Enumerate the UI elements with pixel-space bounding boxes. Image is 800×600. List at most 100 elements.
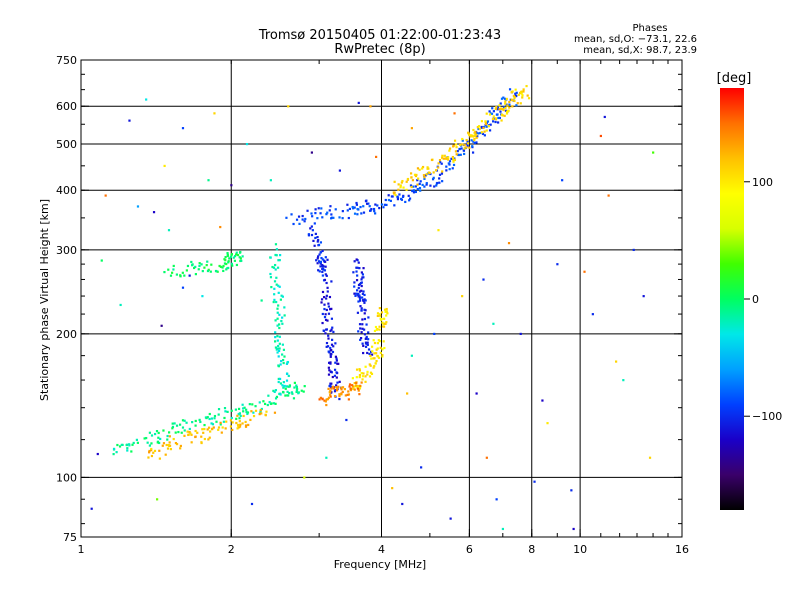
data-point <box>235 251 238 254</box>
data-point <box>336 386 339 390</box>
data-point <box>260 407 263 411</box>
data-point <box>364 375 367 378</box>
data-point <box>438 181 441 184</box>
data-point <box>330 343 334 346</box>
data-point <box>167 229 171 232</box>
data-point <box>277 284 280 287</box>
data-point <box>399 184 402 187</box>
data-point <box>355 270 358 273</box>
data-point <box>179 444 182 448</box>
data-point <box>316 262 319 265</box>
data-point <box>425 183 428 186</box>
data-point <box>235 263 239 267</box>
data-point <box>219 265 223 268</box>
data-point <box>313 244 316 247</box>
data-points <box>90 84 655 531</box>
data-point <box>441 170 444 173</box>
data-point <box>226 252 229 255</box>
colorbar-tick-label: 0 <box>752 293 759 306</box>
data-point <box>423 177 426 180</box>
colorbar-tick-label: 100 <box>752 176 773 189</box>
data-point <box>169 448 173 451</box>
data-point <box>118 445 122 448</box>
data-point <box>414 185 417 188</box>
data-point <box>157 436 160 439</box>
data-point <box>515 94 518 97</box>
data-point <box>515 104 518 107</box>
data-point <box>591 313 594 316</box>
data-point <box>286 360 290 364</box>
data-point <box>373 357 376 360</box>
data-point <box>359 305 362 308</box>
data-point <box>416 187 419 191</box>
data-point <box>401 179 404 183</box>
data-point <box>445 157 448 160</box>
data-point <box>500 119 503 122</box>
data-point <box>269 402 273 405</box>
data-point <box>300 389 303 392</box>
data-point <box>335 357 338 360</box>
data-point <box>387 194 390 197</box>
data-point <box>246 411 250 414</box>
data-point <box>498 108 501 111</box>
data-point <box>163 270 166 274</box>
data-point <box>433 332 436 336</box>
data-point <box>445 169 448 172</box>
data-point <box>353 292 356 295</box>
data-point <box>230 262 233 265</box>
data-point <box>463 147 466 150</box>
data-point <box>365 323 368 326</box>
data-point <box>190 433 193 436</box>
data-point <box>440 172 444 175</box>
data-point <box>326 258 329 261</box>
data-point <box>280 360 283 363</box>
data-point <box>512 94 515 98</box>
data-point <box>497 116 500 120</box>
data-point <box>218 264 221 268</box>
data-point <box>321 249 324 253</box>
data-point <box>463 144 466 147</box>
data-point <box>369 364 372 367</box>
data-point <box>281 343 284 346</box>
data-point <box>378 328 381 331</box>
data-point <box>150 442 153 445</box>
data-point <box>451 155 454 159</box>
data-point <box>235 421 238 425</box>
data-point <box>484 120 487 123</box>
data-point <box>321 258 324 261</box>
data-point <box>375 328 378 331</box>
data-point <box>298 222 301 225</box>
data-point <box>242 407 245 410</box>
data-point <box>317 255 320 258</box>
data-point <box>499 102 502 105</box>
data-point <box>349 387 352 390</box>
data-point <box>438 158 442 162</box>
data-point <box>358 296 361 299</box>
data-point <box>492 120 495 123</box>
data-point <box>358 387 362 390</box>
data-point <box>417 177 420 180</box>
data-point <box>179 447 182 450</box>
data-point <box>508 103 511 106</box>
data-point <box>329 390 332 393</box>
stats-header: Phases <box>632 23 667 34</box>
data-point <box>263 402 267 406</box>
data-point <box>511 105 514 108</box>
data-point <box>157 431 160 435</box>
data-point <box>561 179 564 182</box>
data-point <box>130 450 133 453</box>
data-point <box>291 392 294 395</box>
data-point <box>175 273 178 276</box>
colorbar-label: [deg] <box>717 71 752 86</box>
data-point <box>281 316 284 319</box>
data-point <box>462 149 465 152</box>
data-point <box>369 350 373 353</box>
data-point <box>316 240 319 243</box>
data-point <box>191 421 194 424</box>
data-point <box>423 185 426 188</box>
data-point <box>410 176 413 179</box>
data-point <box>295 389 298 392</box>
data-point <box>265 410 268 413</box>
data-point <box>274 335 277 339</box>
